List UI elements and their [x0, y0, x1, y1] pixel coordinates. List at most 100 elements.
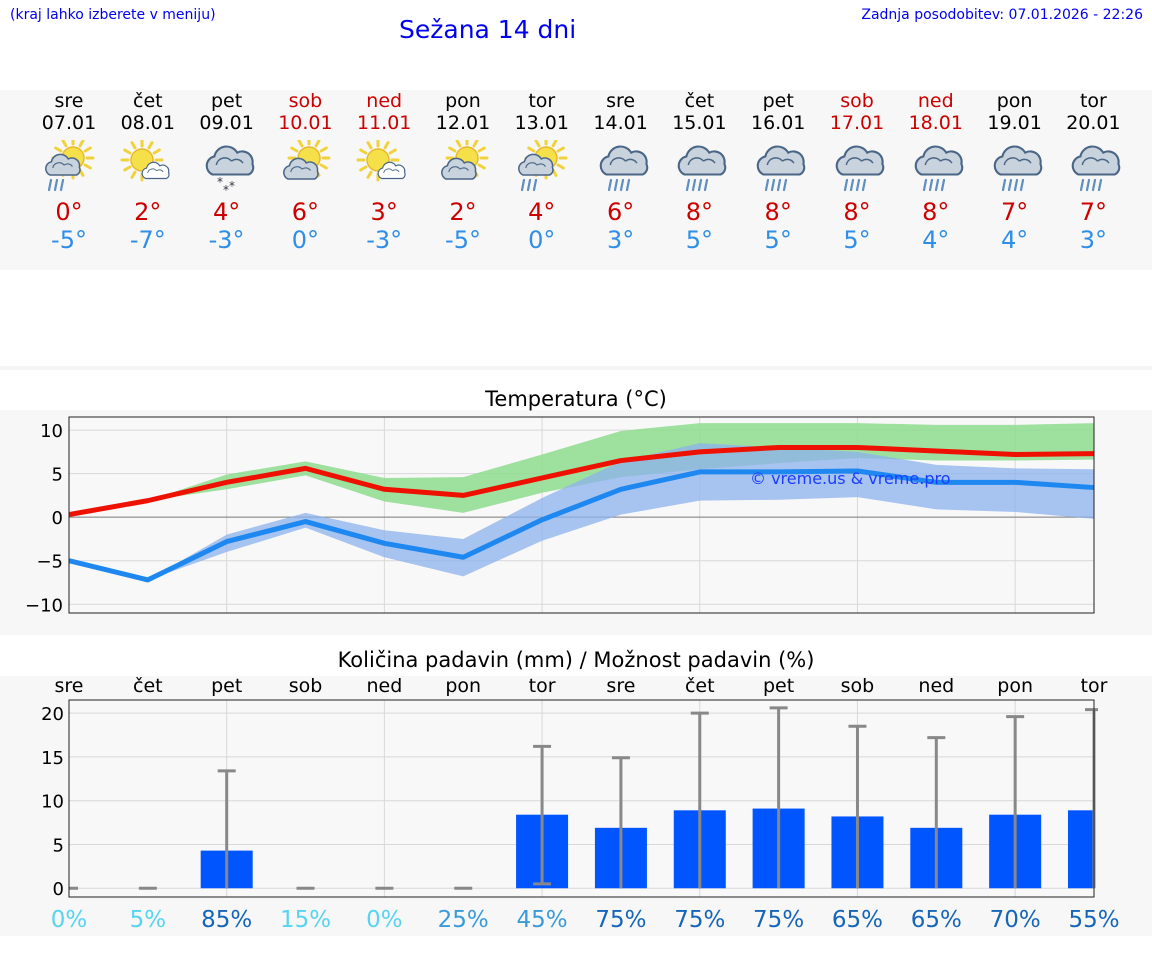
precip-chance-label: 15% — [280, 907, 331, 933]
precip-chance-label: 75% — [753, 907, 804, 933]
min-temp: 0° — [528, 226, 556, 254]
sun-small-cloud-icon — [120, 140, 170, 182]
min-temp: -3° — [208, 226, 245, 254]
min-temp: 4° — [1000, 226, 1029, 254]
max-temp: 4° — [212, 198, 241, 226]
day-column: čet 15.01 8° 5° — [660, 90, 738, 254]
x-category-label: tor — [529, 675, 556, 697]
location-hint: (kraj lahko izberete v meniju) — [10, 7, 216, 23]
min-temp: 0° — [291, 226, 320, 254]
day-name: pet — [762, 90, 794, 112]
min-temp: -3° — [366, 226, 403, 254]
day-name: čet — [133, 90, 163, 112]
day-date: 16.01 — [750, 112, 806, 134]
x-category-label: pet — [211, 675, 242, 697]
min-temp: -5° — [51, 226, 87, 254]
day-name: sre — [606, 90, 636, 112]
sun-cloud-rain-icon — [44, 140, 95, 192]
last-update: Zadnja posodobitev: 07.01.2026 - 22:26 — [861, 7, 1143, 23]
cloud-rain-icon — [993, 145, 1042, 192]
day-name: pon — [445, 90, 481, 112]
min-temp: 4° — [922, 226, 950, 254]
cloud-rain-icon — [599, 145, 648, 192]
cloud-rain-icon — [835, 145, 885, 192]
sun-cloud-icon — [440, 140, 489, 180]
precip-chance-label: 45% — [517, 907, 568, 933]
day-column: čet 08.01 2° -7° — [109, 90, 187, 254]
day-name: pet — [210, 90, 243, 112]
min-temp: 5° — [685, 226, 714, 254]
x-category-label: pon — [445, 675, 481, 697]
max-temp-line — [68, 444, 1095, 518]
day-date: 17.01 — [829, 112, 885, 134]
min-temp: 3° — [606, 226, 635, 254]
x-category-label: pet — [763, 675, 794, 697]
day-date: 09.01 — [199, 112, 254, 134]
day-column: ned 11.01 3° -3° — [345, 90, 423, 254]
temperature-chart-title: Temperatura (°C) — [485, 387, 667, 411]
day-column: tor 20.01 7° 3° — [1054, 90, 1132, 254]
x-category-label: čet — [133, 675, 163, 697]
y-tick-label: 10 — [40, 421, 63, 442]
min-temp-line — [68, 468, 1095, 583]
max-temp: 0° — [55, 198, 83, 226]
x-category-label: sob — [841, 675, 875, 697]
day-date: 10.01 — [278, 112, 333, 134]
day-column: tor 13.01 4° 0° — [503, 90, 581, 254]
max-temp: 2° — [449, 198, 477, 226]
max-temp: 6° — [291, 198, 320, 226]
svg-text:*: * — [229, 179, 235, 193]
day-name: pon — [996, 90, 1033, 112]
precip-chance-label: 0% — [51, 907, 88, 933]
y-tick-label: 15 — [41, 748, 64, 769]
day-date: 20.01 — [1066, 112, 1121, 134]
max-temp: 7° — [1000, 198, 1029, 226]
day-name: tor — [1079, 90, 1107, 112]
precip-chance-label: 85% — [201, 907, 252, 933]
y-tick-label: 20 — [41, 704, 64, 725]
day-column: sob 17.01 8° 5° — [818, 90, 896, 254]
sun-cloud-icon — [283, 140, 331, 180]
precipitation-chart: sre čet pet sob ned pon tor sre čet pet sob ned pon t… — [41, 675, 1119, 933]
day-name: ned — [366, 90, 403, 112]
day-column: sre 07.01 0° -5° — [30, 90, 108, 254]
max-temp: 8° — [685, 198, 714, 226]
precipitation-chart-title: Količina padavin (mm) / Možnost padavin … — [337, 648, 815, 672]
precip-bar — [1068, 810, 1094, 889]
precip-chance-label: 65% — [911, 907, 962, 933]
day-column: pet 16.01 8° 5° — [739, 90, 817, 254]
y-tick-label: 10 — [41, 792, 64, 813]
day-date: 13.01 — [514, 112, 569, 134]
day-date: 07.01 — [41, 112, 97, 134]
plot-frame — [68, 699, 1095, 898]
day-column: pon 12.01 2° -5° — [424, 90, 502, 254]
cloud-rain-icon — [756, 145, 806, 192]
y-tick-label: 0 — [53, 879, 64, 900]
y-tick-label: −5 — [36, 552, 63, 573]
precip-chance-label: 25% — [438, 907, 489, 933]
cloud-snow-icon: * ** — [205, 145, 254, 197]
separator — [0, 366, 1152, 370]
max-temp: 3° — [370, 198, 398, 226]
max-temp: 6° — [606, 198, 635, 226]
plot-frame — [68, 416, 1095, 614]
x-category-label: sre — [55, 675, 84, 697]
day-date: 12.01 — [435, 112, 491, 134]
min-temp: -5° — [445, 226, 481, 254]
day-date: 19.01 — [987, 112, 1042, 134]
min-temp-range-band — [69, 443, 1094, 580]
day-column: sre 14.01 6° 3° — [582, 90, 660, 254]
sun-cloud-rain-icon — [517, 140, 568, 192]
day-column: ned 18.01 8° 4° — [897, 90, 975, 254]
max-temp: 8° — [922, 198, 950, 226]
max-temp: 8° — [764, 198, 792, 226]
day-name: sob — [288, 90, 323, 112]
page-title: Sežana 14 dni — [399, 15, 577, 44]
y-tick-label: 0 — [52, 508, 63, 529]
day-date: 11.01 — [356, 112, 412, 134]
x-category-label: ned — [366, 675, 402, 697]
day-column: pet 09.01 * * * 4° -3° — [188, 90, 266, 254]
day-name: čet — [684, 90, 715, 112]
y-tick-label: 5 — [53, 835, 64, 856]
day-name: tor — [528, 90, 556, 112]
